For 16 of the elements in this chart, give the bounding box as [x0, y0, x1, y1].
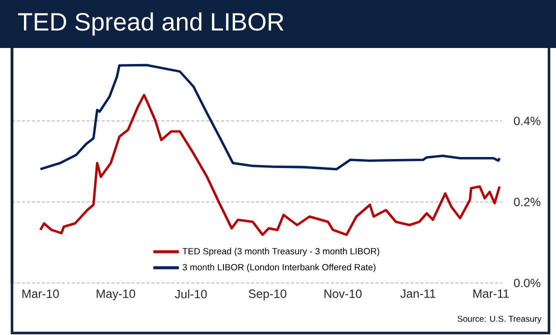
line-series	[39, 94, 501, 236]
y-tick-label: 0.0%	[514, 278, 540, 288]
source-note: Source: U.S. Treasury	[458, 316, 542, 324]
y-tick-label: 0.4%	[514, 116, 540, 126]
x-tick-label: Jan-11	[400, 290, 436, 298]
x-tick-label: Mar-10	[22, 290, 59, 298]
chart-title: TED Spread and LIBOR	[18, 12, 284, 36]
x-tick-label: Jul-10	[174, 290, 207, 298]
line-series	[39, 64, 501, 170]
x-tick-label: Nov-10	[324, 290, 362, 298]
legend-label: 3 month LIBOR (London Interbank Offered Rate)	[182, 264, 376, 272]
x-tick-label: Sep-10	[248, 290, 286, 300]
x-tick-label: Mar-11	[473, 290, 509, 298]
y-tick-label: 0.2%	[514, 198, 540, 206]
legend-label: TED Spread (3 month Treasury - 3 month LIBOR)	[182, 248, 380, 256]
x-tick-label: May-10	[96, 290, 136, 300]
